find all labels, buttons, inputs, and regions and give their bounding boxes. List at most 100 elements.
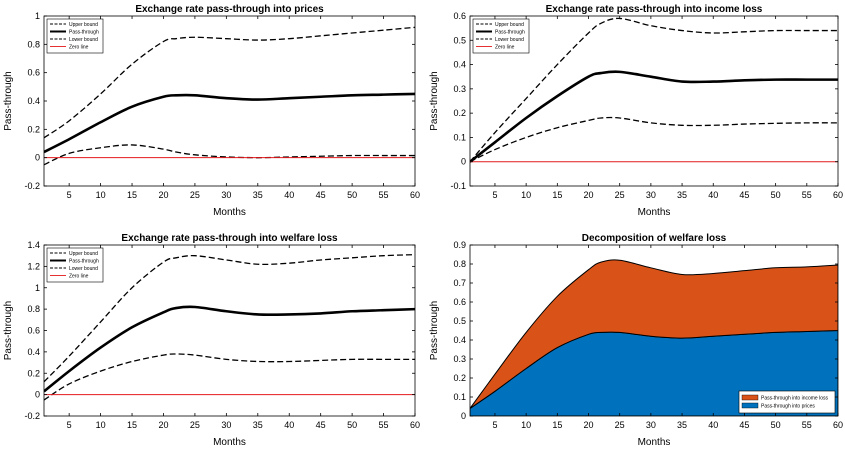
legend-label: Lower bound xyxy=(495,37,524,43)
x-tick-label: 60 xyxy=(833,420,843,430)
x-tick-label: 60 xyxy=(410,190,420,200)
x-tick-label: 40 xyxy=(708,420,718,430)
x-axis-label: Months xyxy=(638,437,671,448)
y-tick-label: 0.6 xyxy=(27,326,40,336)
line-upper-bound xyxy=(44,253,415,383)
y-tick-label: 0.2 xyxy=(453,108,466,118)
x-tick-label: 35 xyxy=(253,420,263,430)
line-lower-bound xyxy=(44,353,415,401)
x-tick-label: 35 xyxy=(677,420,687,430)
y-tick-label: 0.3 xyxy=(453,84,466,94)
legend-label: Upper bound xyxy=(495,22,524,28)
line-pass-through xyxy=(44,305,415,393)
plot-area xyxy=(44,253,415,401)
legend-swatch xyxy=(741,394,759,401)
chart-title: Exchange rate pass-through into prices xyxy=(135,4,324,15)
y-tick-label: 0.8 xyxy=(453,259,466,269)
y-axis-label: Pass-through xyxy=(429,301,440,360)
legend: Pass-through into income loss Pass-throug… xyxy=(738,390,836,414)
y-tick-label: 0.8 xyxy=(27,39,40,49)
x-tick-label: 40 xyxy=(284,190,294,200)
x-tick-label: 35 xyxy=(253,190,263,200)
x-tick-label: 5 xyxy=(67,190,72,200)
x-tick-label: 25 xyxy=(615,420,625,430)
x-tick-label: 20 xyxy=(158,420,168,430)
x-tick-label: 20 xyxy=(584,420,594,430)
plot-area xyxy=(44,26,415,166)
x-tick-label: 15 xyxy=(552,190,562,200)
x-tick-label: 30 xyxy=(221,190,231,200)
y-tick-label: 0.6 xyxy=(453,11,466,21)
line-lower-bound xyxy=(470,116,838,163)
chart-panel-4: 0 0.1 0.2 0.3 0.4 0.5 0.6 0.7 0.8 0.9 5 10 15 20 25 30 3… xyxy=(429,233,843,448)
y-tick-label: 0.6 xyxy=(27,68,40,78)
legend-label: Zero line xyxy=(69,273,89,279)
x-axis-label: Months xyxy=(213,207,246,218)
y-tick-label: 1.4 xyxy=(27,240,40,250)
legend-label: Lower bound xyxy=(69,266,98,272)
x-tick-label: 15 xyxy=(127,420,137,430)
x-tick-label: 20 xyxy=(584,190,594,200)
y-tick-label: 0.5 xyxy=(453,316,466,326)
y-tick-label: 0.5 xyxy=(453,35,466,45)
legend-label: Pass-through into income loss xyxy=(761,396,828,402)
y-tick-label: 0.4 xyxy=(27,347,40,357)
chart-panel-1: -0.200.20.40.60.815 10 15 20 25 30 35 40 45 50 55 6… xyxy=(3,4,420,218)
legend-swatch xyxy=(741,402,759,409)
x-axis-label: Months xyxy=(213,437,246,448)
x-tick-label: 55 xyxy=(379,190,389,200)
y-axis-label: Pass-through xyxy=(3,301,14,360)
x-tick-label: 10 xyxy=(521,190,531,200)
y-tick-label: 0.2 xyxy=(27,124,40,134)
x-tick-label: 55 xyxy=(379,420,389,430)
chart-panel-2: -0.1 0 0.1 0.2 0.3 0.4 0.5 0.6 5 10 15 20 25 30 35 40 45… xyxy=(429,4,843,218)
x-tick-label: 45 xyxy=(739,420,749,430)
legend-box xyxy=(46,18,104,54)
legend-label: Zero line xyxy=(69,44,89,50)
x-tick-label: 10 xyxy=(96,190,106,200)
line-lower-bound xyxy=(44,144,415,166)
y-tick-label: 0 xyxy=(461,411,466,421)
x-tick-label: 60 xyxy=(410,420,420,430)
x-tick-label: 40 xyxy=(708,190,718,200)
y-tick-label: 0.3 xyxy=(453,354,466,364)
y-tick-label: 1.2 xyxy=(27,261,40,271)
y-axis-label: Pass-through xyxy=(3,71,14,130)
line-pass-through xyxy=(470,70,838,163)
y-tick-label: 0.8 xyxy=(27,304,40,314)
x-tick-label: 45 xyxy=(316,190,326,200)
chart-title: Decomposition of welfare loss xyxy=(582,233,727,244)
y-tick-label: -0.2 xyxy=(24,411,40,421)
x-tick-label: 35 xyxy=(677,190,687,200)
y-tick-label: 1 xyxy=(35,11,40,21)
line-pass-through xyxy=(44,92,415,154)
legend-label: Pass-through xyxy=(495,29,525,35)
x-tick-label: 45 xyxy=(739,190,749,200)
legend-box xyxy=(738,390,836,414)
legend-label: Pass-through xyxy=(69,29,99,35)
x-tick-label: 50 xyxy=(771,420,781,430)
y-tick-label: 0.9 xyxy=(453,240,466,250)
x-tick-label: 30 xyxy=(221,420,231,430)
y-tick-label: 0.6 xyxy=(453,297,466,307)
x-tick-label: 60 xyxy=(833,190,843,200)
x-tick-label: 50 xyxy=(347,420,357,430)
x-tick-label: 15 xyxy=(552,420,562,430)
line-upper-bound xyxy=(470,17,838,163)
legend-label: Upper bound xyxy=(69,251,98,257)
x-tick-label: 5 xyxy=(492,420,497,430)
axes-box xyxy=(469,244,839,417)
x-tick-label: 45 xyxy=(316,420,326,430)
x-tick-label: 55 xyxy=(802,190,812,200)
y-tick-label: 0.4 xyxy=(453,335,466,345)
y-tick-label: 0.4 xyxy=(27,96,40,106)
x-tick-label: 25 xyxy=(190,190,200,200)
x-tick-label: 5 xyxy=(67,420,72,430)
y-tick-label: 0 xyxy=(35,153,40,163)
x-tick-label: 50 xyxy=(347,190,357,200)
x-tick-label: 50 xyxy=(771,190,781,200)
axes-box xyxy=(469,15,839,187)
x-tick-label: 10 xyxy=(96,420,106,430)
